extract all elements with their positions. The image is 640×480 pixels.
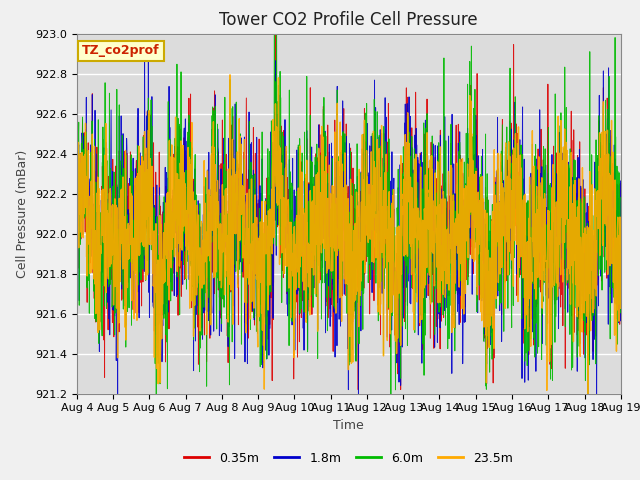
6.0m [602, 168, 609, 174]
6.0m [602, 97, 609, 103]
1.8m [73, 302, 81, 308]
0.35m [100, 374, 108, 380]
6.0m [273, 6, 280, 12]
Text: TZ_co2prof: TZ_co2prof [82, 44, 160, 58]
0.35m [73, 298, 81, 304]
1.8m [323, 193, 331, 199]
Line: 0.35m: 0.35m [77, 32, 621, 390]
0.35m [355, 387, 362, 393]
1.8m [145, 45, 152, 51]
23.5m [226, 72, 234, 78]
23.5m [323, 267, 331, 273]
23.5m [502, 204, 509, 210]
23.5m [584, 400, 592, 406]
1.8m [617, 268, 625, 274]
6.0m [100, 303, 108, 309]
0.35m [338, 275, 346, 281]
1.8m [602, 160, 609, 166]
23.5m [100, 283, 108, 289]
6.0m [617, 221, 625, 227]
1.8m [584, 433, 592, 439]
Line: 23.5m: 23.5m [77, 75, 621, 403]
1.8m [602, 243, 609, 249]
Line: 6.0m: 6.0m [77, 9, 621, 453]
Legend: 0.35m, 1.8m, 6.0m, 23.5m: 0.35m, 1.8m, 6.0m, 23.5m [179, 447, 518, 469]
23.5m [602, 157, 609, 163]
0.35m [602, 135, 609, 141]
23.5m [73, 235, 81, 241]
6.0m [73, 232, 81, 238]
0.35m [272, 29, 280, 35]
6.0m [584, 450, 592, 456]
1.8m [100, 226, 108, 231]
Title: Tower CO2 Profile Cell Pressure: Tower CO2 Profile Cell Pressure [220, 11, 478, 29]
6.0m [338, 292, 346, 298]
Line: 1.8m: 1.8m [77, 48, 621, 436]
1.8m [502, 203, 509, 209]
23.5m [617, 300, 625, 306]
0.35m [502, 159, 509, 165]
0.35m [602, 175, 609, 180]
Y-axis label: Cell Pressure (mBar): Cell Pressure (mBar) [17, 149, 29, 278]
1.8m [338, 291, 346, 297]
0.35m [323, 303, 331, 309]
0.35m [617, 317, 625, 323]
6.0m [502, 149, 509, 155]
6.0m [323, 263, 331, 268]
23.5m [338, 318, 346, 324]
X-axis label: Time: Time [333, 419, 364, 432]
23.5m [602, 219, 609, 225]
